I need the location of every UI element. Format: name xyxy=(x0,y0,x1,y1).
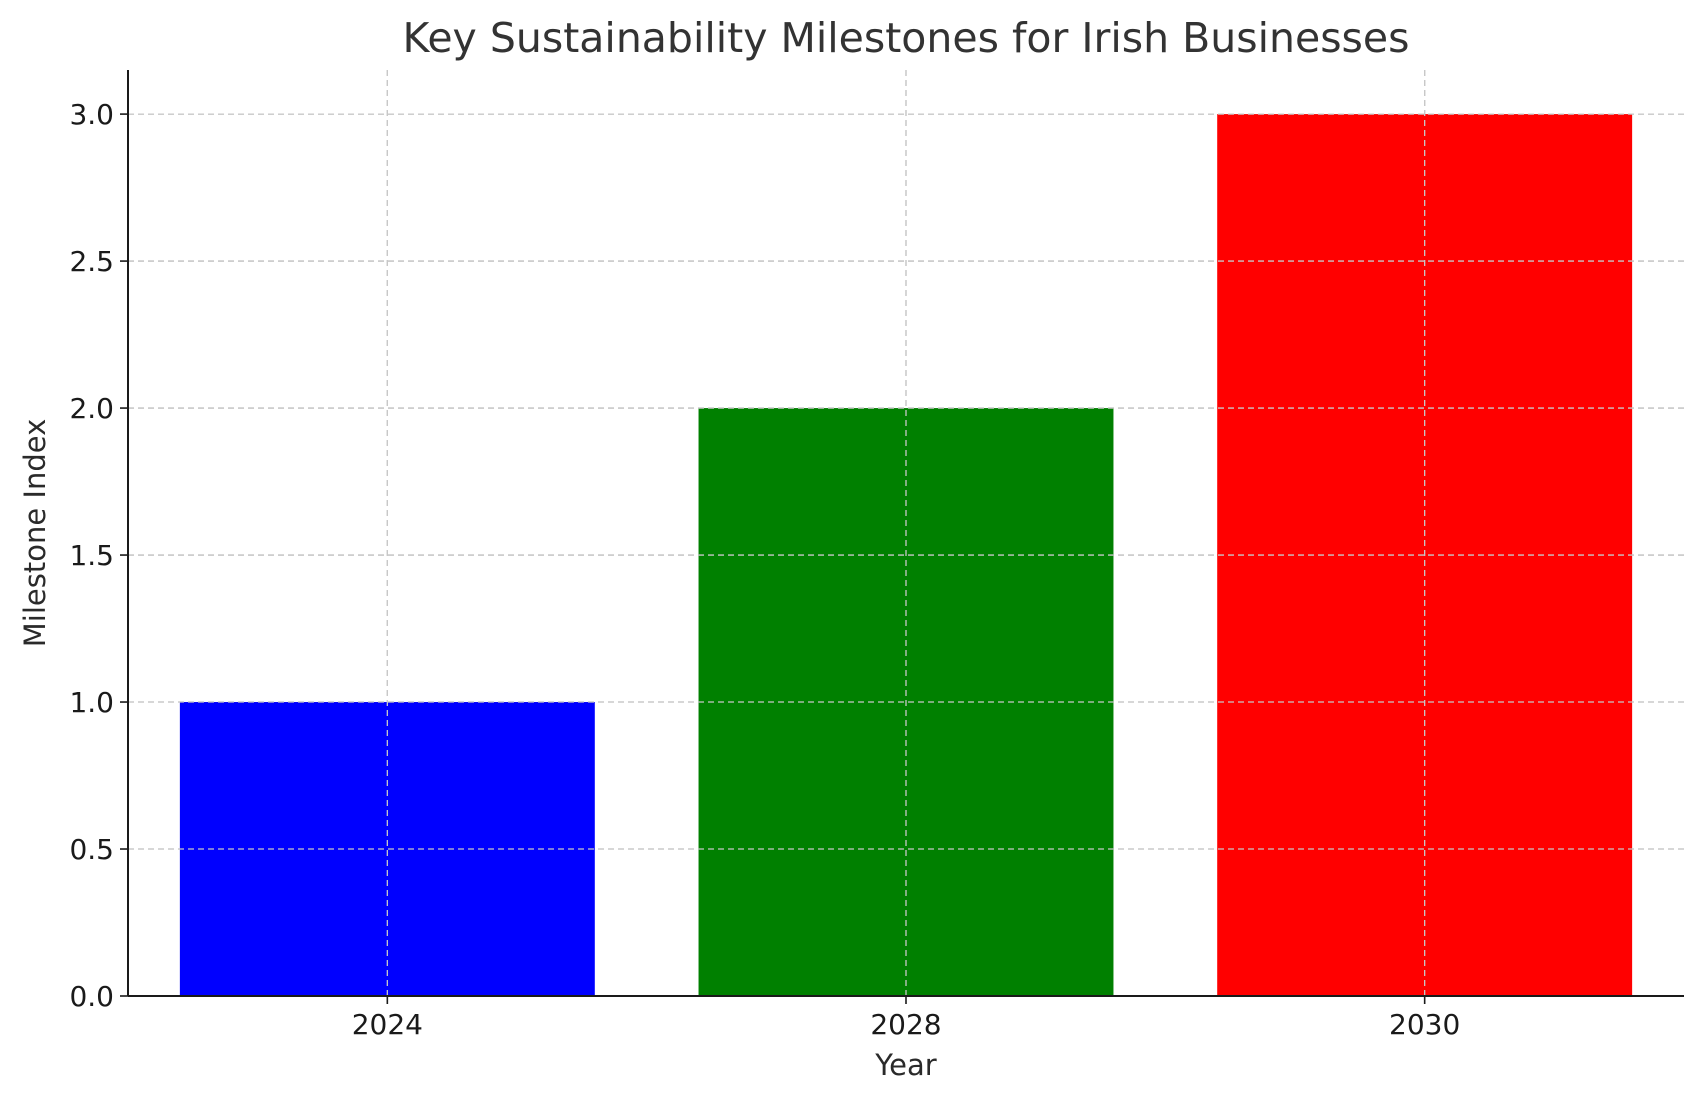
x-tick-label: 2030 xyxy=(1389,1008,1460,1041)
tick-labels: 0.0 0.5 1.0 1.5 2.0 2.5 3.0 2024 2028 2030 xyxy=(69,98,1460,1041)
y-axis-title: Milestone Index xyxy=(18,419,52,647)
x-tick-label: 2028 xyxy=(870,1008,941,1041)
y-tick-label: 2.5 xyxy=(69,245,114,278)
x-axis-title: Year xyxy=(874,1048,936,1082)
y-tick-label: 0.0 xyxy=(69,980,114,1013)
y-tick-label: 1.0 xyxy=(69,686,114,719)
chart-title: Key Sustainability Milestones for Irish … xyxy=(402,14,1409,62)
y-tick-label: 3.0 xyxy=(69,98,114,131)
y-tick-label: 1.5 xyxy=(69,539,114,572)
y-tick-label: 0.5 xyxy=(69,833,114,866)
y-tick-label: 2.0 xyxy=(69,392,114,425)
grid-overlay xyxy=(128,70,1684,997)
x-tick-label: 2024 xyxy=(352,1008,423,1041)
